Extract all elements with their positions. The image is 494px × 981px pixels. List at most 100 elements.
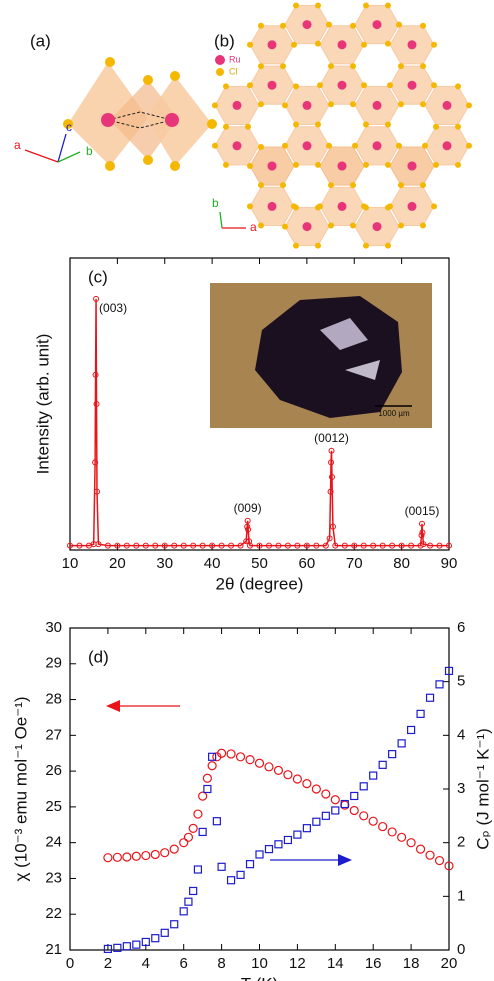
data-point [188, 823, 198, 833]
y-tick-label: 30 [45, 619, 62, 636]
data-point [114, 542, 121, 549]
data-point [359, 811, 369, 821]
data-point [92, 371, 99, 378]
data-point [103, 944, 113, 954]
cl-atom [385, 204, 391, 211]
data-point [193, 809, 203, 819]
data-point [292, 774, 302, 784]
arrow-head [106, 700, 120, 712]
crystal [255, 296, 402, 418]
data-point [418, 520, 425, 527]
data-point [104, 542, 111, 549]
data-point [275, 542, 282, 549]
data-point [209, 542, 216, 549]
data-point [416, 709, 425, 718]
data-point [92, 459, 99, 466]
x-tick-label: 18 [403, 955, 420, 972]
ru-atom [372, 141, 382, 151]
x-tick-label: 70 [346, 555, 363, 572]
data-point [420, 541, 427, 548]
peak-label: (009) [234, 501, 262, 515]
data-point [198, 791, 208, 801]
data-point [359, 782, 368, 791]
data-point [202, 773, 212, 783]
data-point [184, 897, 193, 906]
data-point [349, 805, 359, 816]
panel-b: (b) Ru Cl b a [212, 2, 472, 249]
cl-atom [223, 161, 229, 168]
cl-atom [326, 142, 332, 149]
cl-atom [328, 63, 334, 70]
data-point [264, 762, 274, 772]
ru-atom [407, 40, 417, 50]
data-point [161, 542, 168, 549]
cl-atom [455, 161, 461, 168]
cl-atom [293, 121, 299, 128]
y2-tick-label: 6 [457, 619, 465, 636]
peak-label: (0012) [314, 431, 349, 445]
data-point [160, 928, 169, 937]
ru-atom [165, 113, 179, 127]
y-tick-label: 24 [45, 834, 62, 851]
ru-atom [407, 80, 417, 90]
cl-atom [466, 142, 472, 149]
data-point [370, 542, 377, 549]
data-point [388, 750, 397, 759]
crystal-highlight [320, 318, 368, 350]
cl-atom [363, 2, 369, 9]
data-point [332, 542, 339, 549]
data-point [293, 830, 302, 839]
ru-atom [267, 161, 277, 171]
data-point [150, 849, 160, 860]
data-point [235, 752, 246, 762]
data-point [274, 840, 283, 849]
data-point [179, 838, 189, 848]
cl-atom [398, 63, 404, 70]
data-point [170, 920, 179, 929]
data-point [122, 942, 131, 951]
x-tick-label: 12 [289, 955, 306, 972]
arrow-head [338, 854, 352, 866]
data-point [133, 542, 140, 549]
cl-atom [282, 102, 288, 109]
data-point [435, 680, 444, 689]
cl-atom [326, 21, 332, 28]
axis-label: b [212, 196, 219, 210]
data-point [398, 542, 405, 549]
cl-atom [455, 83, 461, 90]
cl-atom [387, 82, 393, 89]
cl-atom [420, 101, 426, 108]
data-point [313, 542, 320, 549]
data-point [406, 838, 416, 848]
data-point [265, 542, 272, 549]
cl-atom [315, 2, 321, 9]
data-point [190, 542, 197, 549]
cl-atom [363, 121, 369, 128]
data-point [387, 827, 397, 837]
data-point [321, 789, 331, 799]
axis-arrow [57, 133, 67, 163]
cl-atom [420, 182, 426, 189]
cl-atom [258, 101, 264, 108]
panel-label: (b) [214, 31, 235, 50]
axis-arrow [57, 151, 81, 163]
data-point [311, 784, 321, 794]
legend-marker [216, 68, 224, 76]
data-point [407, 725, 416, 735]
data-point [141, 937, 150, 947]
y2-tick-label: 5 [457, 673, 465, 690]
cl-atom [282, 142, 288, 149]
data-line [70, 298, 449, 547]
data-point [95, 541, 102, 548]
data-point [284, 542, 291, 549]
cl-atom [280, 182, 286, 189]
cl-atom [258, 63, 264, 70]
cl-atom [293, 2, 299, 9]
data-point [122, 852, 132, 862]
cl-atom [398, 182, 404, 189]
ru-atom [267, 40, 277, 50]
data-point [329, 523, 336, 530]
data-point [198, 827, 207, 837]
data-point [208, 752, 217, 761]
cl-atom [258, 143, 264, 150]
